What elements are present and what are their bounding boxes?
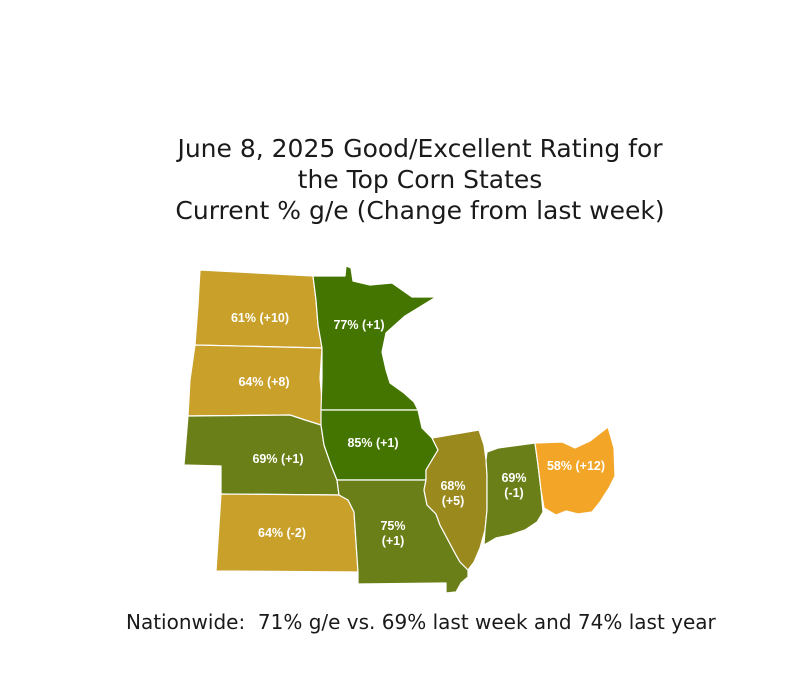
- label-minnesota: 77% (+1): [333, 318, 384, 332]
- title-line-1: June 8, 2025 Good/Excellent Rating for: [177, 134, 663, 163]
- label-missouri-line-2: (+1): [382, 534, 405, 548]
- label-iowa: 85% (+1): [347, 436, 398, 450]
- nationwide-summary: Nationwide: 71% g/e vs. 69% last week an…: [126, 610, 716, 634]
- label-indiana-line-1: 69%: [501, 471, 526, 485]
- state-north-dakota: [194, 269, 323, 349]
- label-illinois-line-1: 68%: [440, 479, 465, 493]
- label-north-dakota: 61% (+10): [231, 311, 289, 325]
- label-indiana-line-2: (-1): [504, 486, 523, 500]
- label-nebraska: 69% (+1): [252, 452, 303, 466]
- map-title: June 8, 2025 Good/Excellent Rating for t…: [0, 133, 800, 226]
- label-illinois-line-2: (+5): [442, 494, 465, 508]
- title-line-2: the Top Corn States: [297, 165, 543, 194]
- state-minnesota: [312, 265, 437, 411]
- title-line-3: Current % g/e (Change from last week): [175, 196, 665, 225]
- state-ohio: [534, 426, 616, 516]
- label-ohio: 58% (+12): [547, 459, 605, 473]
- label-south-dakota: 64% (+8): [238, 375, 289, 389]
- label-kansas: 64% (-2): [258, 526, 306, 540]
- label-missouri-line-1: 75%: [380, 519, 405, 533]
